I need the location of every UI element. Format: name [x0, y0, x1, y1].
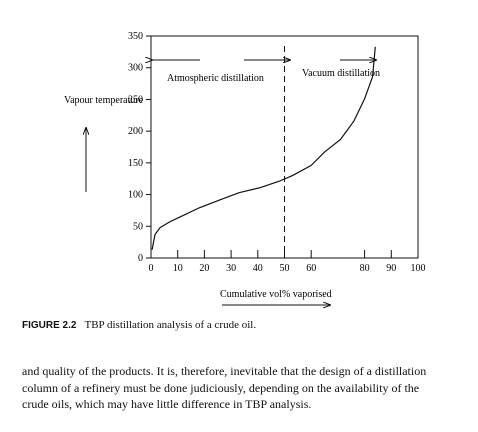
y-tick-label: 250: [128, 94, 143, 105]
text-line: crude oils, which may have little differ…: [22, 397, 312, 411]
y-tick-label: 50: [133, 221, 143, 232]
y-tick-label: 350: [128, 31, 143, 42]
caption-label: FIGURE 2.2: [22, 320, 77, 331]
text-line: and quality of the products. It is, ther…: [22, 364, 427, 378]
x-tick-label: 30: [226, 263, 236, 274]
annotation: Atmospheric distillation: [167, 73, 264, 84]
x-axis-label: Cumulative vol% vaporised: [220, 289, 332, 300]
x-tick-label: 50: [280, 263, 290, 274]
x-tick-label: 60: [306, 263, 316, 274]
x-tick-label: 90: [386, 263, 396, 274]
caption-text: TBP distillation analysis of a crude oil…: [84, 319, 257, 331]
y-tick-label: 100: [128, 190, 143, 201]
figure: Atmospheric distillation Vacuum distilla…: [64, 31, 426, 310]
y-tick-label: 150: [128, 158, 143, 169]
y-tick-label: 300: [128, 63, 143, 74]
y-tick-label: 0: [138, 253, 143, 264]
x-tick-label: 0: [149, 263, 154, 274]
data-line: [151, 46, 376, 250]
annotation: Vacuum distillation: [302, 68, 380, 79]
x-tick-label: 100: [411, 263, 426, 274]
x-tick-label: 40: [253, 263, 263, 274]
text-line: column of a refinery must be done judici…: [22, 380, 420, 395]
caption: FIGURE 2.2 TBP distillation analysis of a…: [22, 319, 256, 331]
body-text: and quality of the products. It is, ther…: [22, 363, 462, 413]
x-tick-label: 10: [173, 263, 183, 274]
y-tick-label: 200: [128, 126, 143, 137]
y-axis-label: Vapour temperature: [64, 95, 144, 106]
x-tick-label: 20: [199, 263, 209, 274]
x-tick-label: 80: [360, 263, 370, 274]
